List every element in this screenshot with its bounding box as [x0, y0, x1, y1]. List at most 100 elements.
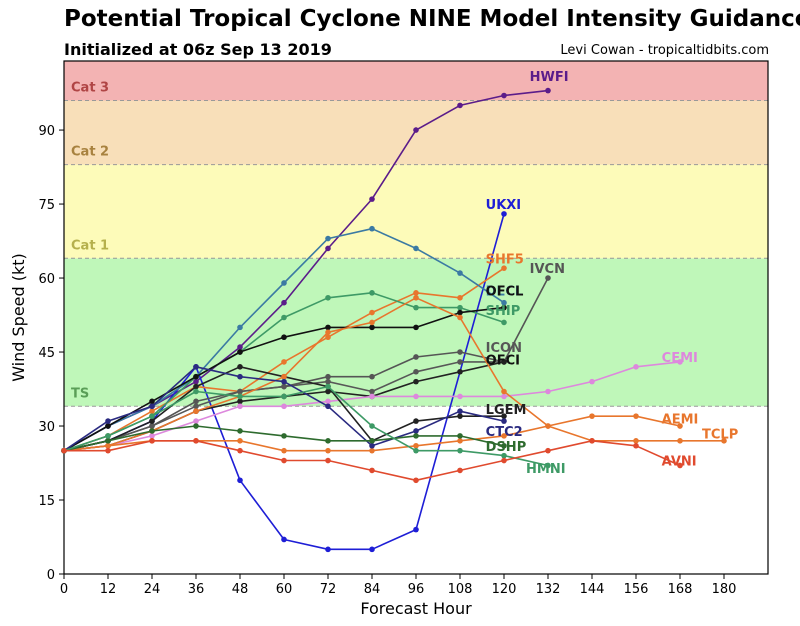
data-point-hwfi — [281, 299, 287, 306]
data-point-hmni — [325, 383, 331, 390]
data-point-decl — [325, 235, 331, 242]
data-point-avni — [193, 438, 199, 444]
data-point-avni — [633, 442, 639, 449]
series-label-decl: DECL — [486, 284, 523, 299]
data-point-tclp — [457, 314, 463, 321]
data-point-dshp — [501, 442, 507, 449]
data-point-dshp — [457, 433, 463, 439]
x-axis-label: Forecast Hour — [360, 599, 472, 618]
data-point-cemi — [413, 393, 419, 400]
band-cat-1 — [64, 164, 768, 259]
series-label-icon: ICON — [486, 341, 522, 356]
data-point-decl — [237, 324, 243, 331]
data-point-ctc2 — [237, 373, 243, 380]
data-point-avni — [677, 462, 683, 469]
data-point-hwfi — [193, 378, 199, 385]
x-tick-label: 120 — [492, 582, 517, 597]
x-tick-label: 84 — [364, 582, 381, 597]
data-point-ukxi — [325, 546, 331, 553]
data-point-ctc2 — [413, 428, 419, 434]
data-point-avni — [545, 447, 551, 454]
data-point-ofcl — [501, 304, 507, 311]
series-avni — [61, 438, 683, 484]
data-point-ivcn — [457, 349, 463, 355]
series-label-aemi: AEMI — [662, 413, 699, 428]
data-point-hmni — [237, 393, 243, 400]
x-tick-label: 0 — [60, 582, 68, 597]
series-label-shf5: SHF5 — [486, 252, 524, 267]
data-point-hmni — [457, 447, 463, 454]
data-point-ofcl — [369, 324, 375, 331]
data-point-icon — [193, 403, 199, 410]
x-tick-label: 48 — [232, 582, 249, 597]
data-point-cemi — [369, 393, 375, 400]
chart-credit: Levi Cowan - tropicaltidbits.com — [560, 43, 769, 58]
data-point-avni — [237, 447, 243, 454]
series-cemi — [61, 359, 683, 454]
data-point-ctc2 — [193, 364, 199, 370]
data-point-avni — [281, 457, 287, 464]
axes: 0 12 24 36 48 60 72 84 96 108 120 132 144 156 168 180 0 1… — [9, 60, 769, 618]
data-point-dshp — [149, 428, 155, 434]
data-point-aemi — [589, 413, 595, 419]
data-point-hwfi — [501, 92, 507, 99]
data-point-avni — [369, 467, 375, 474]
data-point-ivcn — [369, 373, 375, 380]
data-point-ofci — [457, 368, 463, 375]
data-point-cemi — [589, 378, 595, 385]
data-point-cemi — [193, 418, 199, 424]
data-point-tclp — [369, 319, 375, 326]
data-point-cemi — [281, 403, 287, 410]
data-point-hmni — [281, 393, 287, 400]
data-point-tclp — [413, 294, 419, 301]
x-tick-label: 12 — [100, 582, 117, 597]
data-point-icon — [281, 383, 287, 390]
data-point-lgem — [413, 418, 419, 424]
data-point-avni — [501, 457, 507, 464]
data-point-hmni — [105, 433, 111, 439]
data-point-icon — [413, 368, 419, 375]
data-point-ofcl — [281, 334, 287, 341]
data-point-avni — [413, 477, 419, 484]
data-point-ukxi — [413, 526, 419, 533]
x-tick-label: 144 — [580, 582, 605, 597]
data-point-hmni — [149, 413, 155, 419]
data-point-icon — [369, 388, 375, 395]
data-point-ivcn — [413, 354, 419, 360]
data-point-decl — [457, 270, 463, 276]
series-label-avni: AVNI — [662, 455, 697, 470]
data-point-ctc2 — [149, 403, 155, 410]
data-point-icon — [457, 359, 463, 365]
data-point-cemi — [237, 403, 243, 410]
data-point-tclp — [677, 438, 683, 444]
band-cat-3 — [64, 61, 768, 101]
data-point-ofci — [413, 378, 419, 385]
data-point-aemi — [369, 447, 375, 454]
chart-title: Potential Tropical Cyclone NINE Model In… — [64, 6, 800, 32]
data-point-shf5 — [457, 294, 463, 301]
y-tick-label: 15 — [38, 494, 55, 509]
data-point-shf5 — [413, 290, 419, 296]
x-tick-label: 60 — [276, 582, 293, 597]
data-point-ivcn — [193, 398, 199, 405]
data-point-aemi — [633, 413, 639, 419]
y-axis-label: Wind Speed (kt) — [9, 253, 28, 382]
data-point-ofci — [501, 359, 507, 365]
data-point-aemi — [677, 423, 683, 429]
data-point-cemi — [457, 393, 463, 400]
series-label-ukxi: UKXI — [486, 198, 521, 213]
data-point-hmni — [369, 423, 375, 429]
data-point-lgem — [457, 413, 463, 419]
data-point-cemi — [501, 393, 507, 400]
series-dshp — [61, 423, 507, 454]
y-tick-label: 60 — [38, 272, 55, 287]
data-point-icon — [149, 423, 155, 429]
data-point-decl — [369, 225, 375, 232]
data-point-tclp — [325, 329, 331, 336]
band-label-cat-1: Cat 1 — [71, 238, 109, 253]
data-point-hwfi — [457, 102, 463, 109]
data-point-shf5 — [501, 265, 507, 271]
x-tick-label: 72 — [320, 582, 337, 597]
x-tick-label: 168 — [668, 582, 693, 597]
